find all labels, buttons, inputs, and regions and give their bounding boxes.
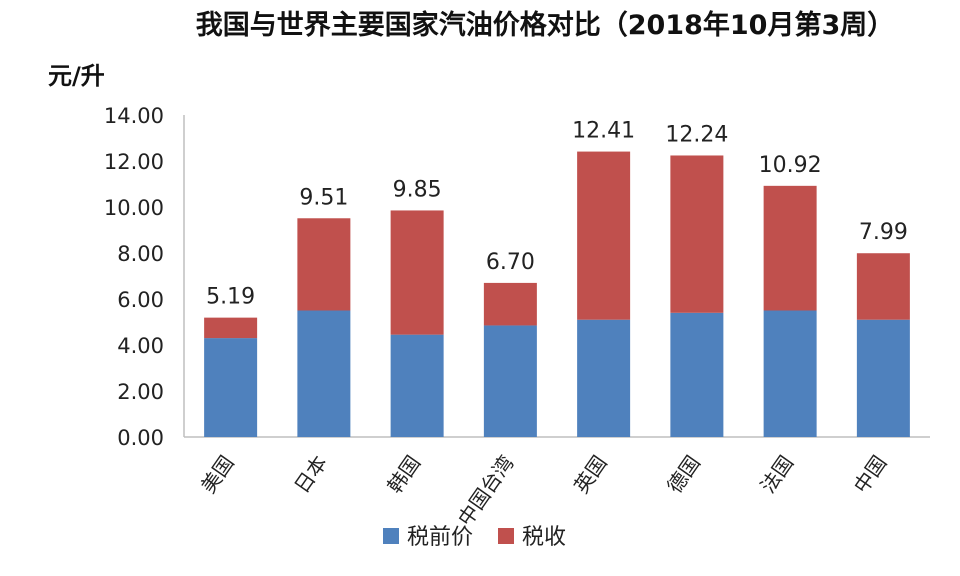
data-label-total: 9.51 bbox=[299, 185, 348, 210]
data-label-total: 5.19 bbox=[206, 285, 255, 310]
y-tick-label: 12.00 bbox=[104, 150, 164, 174]
chart-title: 我国与世界主要国家汽油价格对比（2018年10月第3周） bbox=[196, 9, 895, 41]
data-label-total: 7.99 bbox=[859, 220, 908, 245]
y-tick-label: 10.00 bbox=[104, 196, 164, 220]
bars-group bbox=[204, 151, 910, 437]
y-tick-label: 4.00 bbox=[117, 334, 164, 358]
bar-segment-tax bbox=[297, 218, 351, 311]
y-tick-label: 8.00 bbox=[117, 242, 164, 266]
data-label-total: 12.24 bbox=[665, 122, 728, 147]
y-axis-ticks: 0.00 2.00 4.00 6.00 8.00 10.00 12.00 14.00 bbox=[104, 104, 164, 450]
legend-label: 税收 bbox=[522, 525, 566, 550]
legend-label: 税前价 bbox=[407, 525, 473, 550]
y-tick-label: 14.00 bbox=[104, 104, 164, 128]
legend: 税前价 税收 bbox=[383, 525, 566, 550]
data-label-total: 9.85 bbox=[393, 177, 442, 202]
data-label-total: 6.70 bbox=[486, 250, 535, 275]
bar-segment-pretax bbox=[856, 319, 910, 437]
y-tick-label: 6.00 bbox=[117, 288, 164, 312]
y-axis-label: 元/升 bbox=[48, 62, 105, 90]
legend-swatch bbox=[498, 528, 514, 544]
bar-segment-tax bbox=[577, 151, 631, 320]
bar-segment-pretax bbox=[297, 310, 351, 437]
bar-segment-tax bbox=[856, 253, 910, 320]
y-tick-label: 0.00 bbox=[117, 426, 164, 450]
bar-segment-pretax bbox=[483, 325, 537, 437]
bar-segment-pretax bbox=[577, 319, 631, 437]
bar-segment-tax bbox=[483, 282, 537, 326]
bar-segment-tax bbox=[670, 155, 724, 313]
bar-segment-pretax bbox=[390, 334, 444, 437]
bar-segment-tax bbox=[204, 317, 258, 339]
x-category-label: 韩国 bbox=[383, 451, 426, 498]
bar-segment-tax bbox=[390, 210, 444, 335]
bar-segment-pretax bbox=[670, 312, 724, 437]
x-category-label: 中国 bbox=[849, 451, 892, 498]
x-category-label: 日本 bbox=[289, 451, 332, 498]
category-labels: 美国 日本 韩国 中国台湾 英国 德国 法国 中国 bbox=[196, 451, 891, 530]
x-category-label: 英国 bbox=[569, 451, 612, 498]
x-category-label: 法国 bbox=[756, 451, 799, 498]
bar-segment-pretax bbox=[763, 310, 817, 437]
legend-swatch bbox=[383, 528, 399, 544]
bar-segment-pretax bbox=[204, 338, 258, 437]
x-category-label: 美国 bbox=[196, 451, 239, 498]
y-tick-label: 2.00 bbox=[117, 380, 164, 404]
x-category-label: 中国台湾 bbox=[453, 451, 519, 530]
data-labels: 5.19 9.51 9.85 6.70 12.41 12.24 10.92 7.99 bbox=[206, 119, 908, 310]
data-label-total: 12.41 bbox=[572, 119, 635, 144]
bar-segment-tax bbox=[763, 185, 817, 311]
x-category-label: 德国 bbox=[662, 451, 705, 498]
data-label-total: 10.92 bbox=[759, 153, 822, 178]
